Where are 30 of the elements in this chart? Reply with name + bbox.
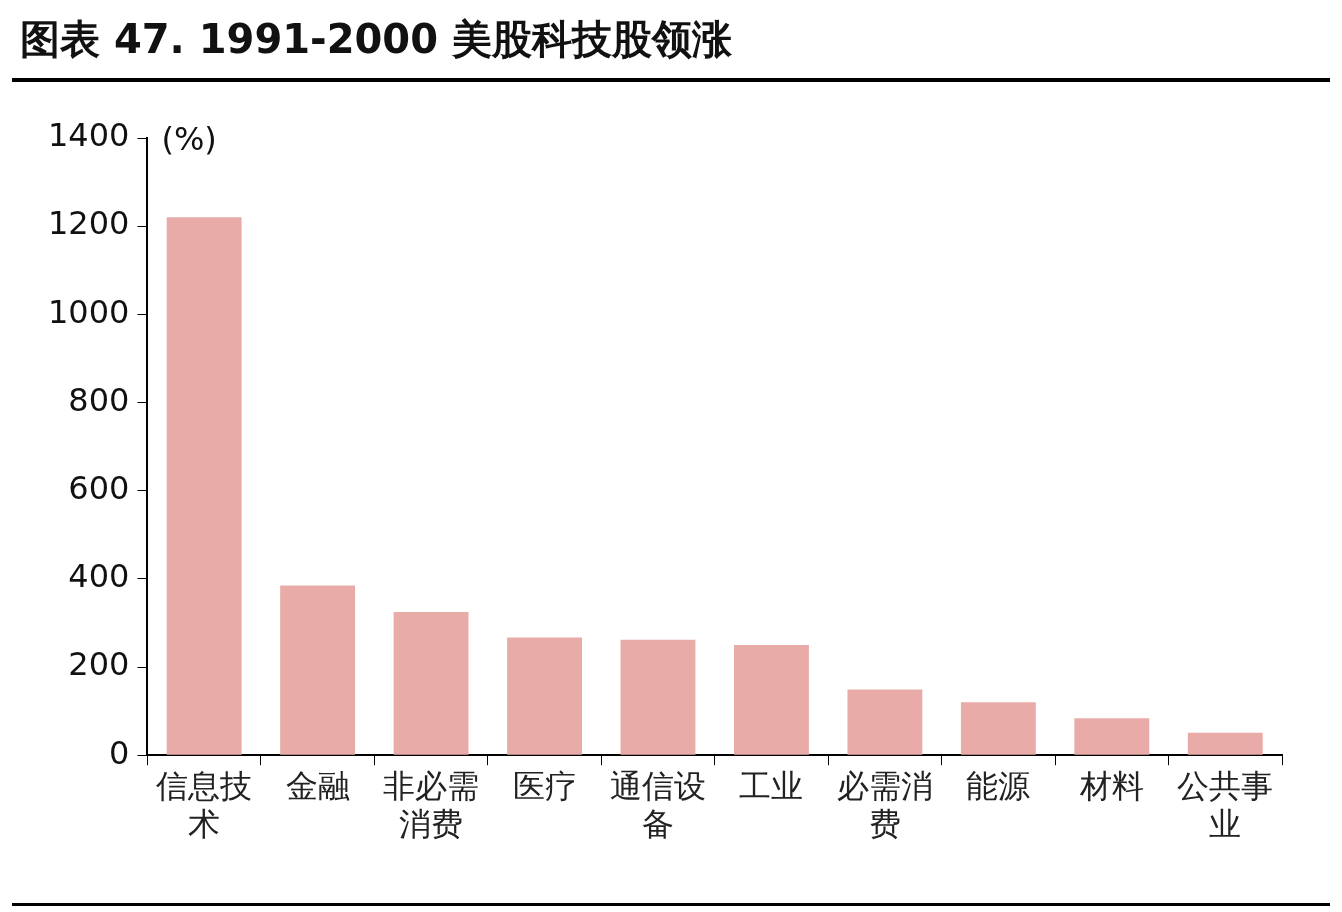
x-tick-label: 医疗 (512, 766, 577, 805)
chart-title: 图表 47. 1991-2000 美股科技股领涨 (20, 15, 732, 64)
bar (1074, 718, 1150, 755)
x-tick-label: 材料 (1078, 766, 1144, 805)
y-tick-label: 800 (68, 380, 130, 419)
y-tick-label: 1000 (48, 292, 130, 331)
y-tick-label: 400 (68, 557, 130, 596)
x-tick-label: 通信设备 (609, 766, 706, 844)
x-tick-label: 能源 (966, 766, 1031, 805)
bar (280, 585, 356, 755)
y-axis-title: (%) (161, 120, 217, 159)
bar (847, 689, 923, 755)
bar (507, 637, 582, 755)
bar (734, 644, 809, 755)
x-tick-label: 信息技术 (156, 766, 253, 844)
x-tick-label: 金融 (285, 766, 350, 805)
bar (1187, 732, 1263, 755)
y-tick-label: 1200 (48, 204, 130, 243)
y-tick-label: 600 (68, 469, 130, 507)
bar (960, 702, 1036, 755)
bar (166, 217, 242, 755)
y-tick-label: 0 (109, 733, 130, 772)
x-tick-label: 公共事业 (1177, 766, 1274, 844)
bar (393, 611, 469, 755)
y-tick-label: 1400 (48, 116, 130, 155)
x-tick-label: 工业 (739, 766, 804, 805)
x-tick-label: 非必需消费 (383, 766, 480, 844)
x-tick-label: 必需消费 (836, 766, 933, 844)
bar (620, 639, 696, 755)
y-tick-label: 200 (68, 645, 130, 684)
